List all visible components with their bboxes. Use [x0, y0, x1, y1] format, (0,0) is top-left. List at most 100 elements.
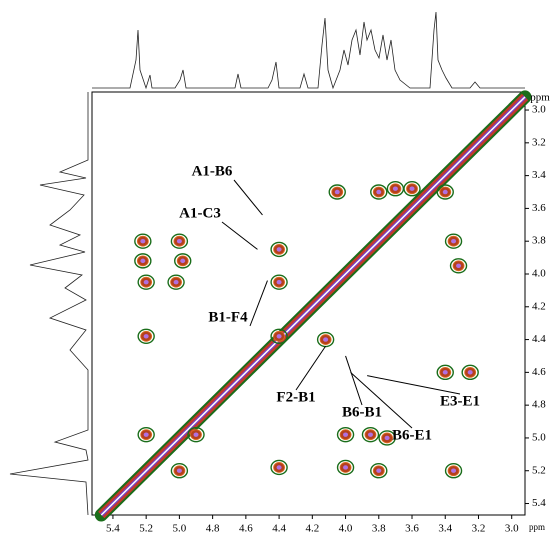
- annotation-label: A1-B6: [192, 163, 233, 179]
- peak-outer: [361, 426, 380, 443]
- peak-core: [343, 432, 349, 437]
- peak-outer: [370, 463, 388, 479]
- x-tick-label: 4.2: [305, 523, 319, 535]
- y-tick-label: 5.0: [532, 431, 546, 443]
- peak-core: [467, 370, 473, 375]
- cross-peak: [449, 258, 468, 274]
- peak-core: [409, 186, 415, 191]
- peak-outer: [436, 364, 454, 381]
- peak-core: [193, 432, 199, 437]
- cross-peak: [386, 181, 405, 197]
- peak-outer: [174, 253, 192, 269]
- cross-peak: [134, 233, 152, 249]
- peak-core: [323, 337, 329, 342]
- peak-core: [343, 465, 349, 470]
- cross-peak: [316, 331, 335, 348]
- x-tick-label: 3.8: [372, 523, 386, 535]
- peak-core: [384, 435, 390, 441]
- x-tick-label: 5.0: [173, 523, 187, 535]
- x-tick-label: 3.0: [505, 523, 519, 535]
- plot-frame: [91, 91, 526, 516]
- y-tick-label: 5.2: [532, 464, 546, 476]
- cross-peak: [170, 233, 189, 249]
- peak-core: [456, 263, 462, 268]
- peak-outer: [134, 253, 152, 269]
- peak-outer: [449, 258, 468, 274]
- cross-peak: [137, 274, 155, 290]
- peak-outer: [187, 426, 205, 443]
- cross-peak: [270, 459, 288, 476]
- cross-peak: [436, 184, 454, 200]
- peak-outer: [370, 184, 388, 200]
- x-tick-label: 4.0: [339, 523, 353, 535]
- peak-outer: [134, 233, 152, 249]
- cross-peak: [270, 328, 288, 344]
- cross-peak: [170, 463, 189, 479]
- annotation-arrow: [233, 179, 263, 216]
- cross-peak: [187, 426, 205, 443]
- cross-peak: [167, 274, 185, 290]
- peak-core: [451, 468, 457, 473]
- top-projection: [92, 11, 525, 90]
- peak-outer: [137, 274, 155, 290]
- peak-outer: [403, 181, 421, 197]
- left-projection: [9, 92, 89, 516]
- x-tick-label: 5.4: [106, 523, 120, 535]
- annotation-label: A1-C3: [179, 205, 221, 221]
- peak-outer: [170, 233, 189, 249]
- peak-outer: [270, 274, 288, 290]
- peak-outer: [270, 459, 288, 476]
- cross-peak: [137, 328, 155, 344]
- cross-peak: [461, 364, 479, 381]
- cross-peak: [403, 181, 421, 197]
- peak-outer: [436, 184, 454, 200]
- peak-core: [442, 370, 448, 375]
- peak-core: [140, 238, 146, 244]
- plot-area: [94, 90, 532, 522]
- x-tick-label: 4.8: [206, 523, 220, 535]
- peak-core: [276, 334, 282, 339]
- x-axis-label: ppm: [529, 522, 545, 532]
- annotation-arrow: [367, 375, 461, 395]
- y-tick-label: 3.8: [532, 235, 546, 247]
- peak-core: [180, 258, 186, 264]
- peak-outer: [444, 233, 463, 249]
- peak-core: [173, 279, 179, 285]
- peak-outer: [461, 364, 479, 381]
- y-tick-label: 3.6: [532, 202, 546, 214]
- annotation-arrow: [295, 345, 327, 391]
- peak-core: [176, 468, 182, 473]
- peak-outer: [270, 241, 288, 258]
- peak-core: [143, 432, 149, 437]
- peak-outer: [170, 463, 189, 479]
- x-tick-label: 4.6: [239, 523, 253, 535]
- peak-outer: [336, 459, 355, 476]
- peak-core: [143, 279, 149, 285]
- cross-peak: [370, 463, 388, 479]
- peak-outer: [137, 328, 155, 344]
- x-tick-label: 5.2: [139, 523, 153, 535]
- annotation-label: B1-F4: [208, 309, 248, 325]
- peak-outer: [378, 430, 396, 446]
- cross-peak: [270, 274, 288, 290]
- cross-peak: [336, 426, 355, 443]
- peak-core: [276, 247, 282, 252]
- peak-outer: [444, 463, 463, 479]
- peak-outer: [336, 426, 355, 443]
- peak-core: [376, 189, 382, 195]
- diagonal-core: [100, 96, 526, 516]
- x-tick-label: 3.2: [472, 523, 486, 535]
- peak-outer: [328, 184, 346, 200]
- annotation-arrow: [345, 355, 363, 406]
- y-tick-label: 4.6: [532, 366, 546, 378]
- cross-peak: [270, 241, 288, 258]
- y-tick-label: 4.8: [532, 399, 546, 411]
- peak-core: [176, 238, 182, 244]
- peak-core: [367, 432, 373, 437]
- annotation-arrow: [350, 371, 413, 429]
- peak-outer: [270, 328, 288, 344]
- x-tick-label: 3.4: [438, 523, 452, 535]
- peak-core: [276, 279, 282, 285]
- x-tick-label: 4.4: [272, 523, 286, 535]
